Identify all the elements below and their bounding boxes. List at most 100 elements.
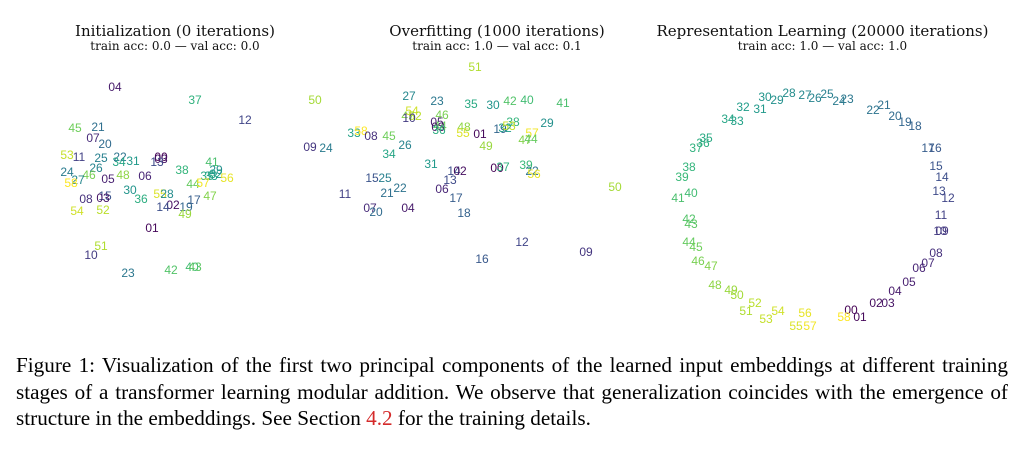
point-label-08: 08	[79, 192, 93, 206]
point-label-46: 46	[691, 254, 705, 268]
point-label-29: 29	[540, 116, 554, 130]
point-label-28: 28	[782, 86, 796, 100]
point-label-58: 58	[64, 176, 78, 190]
point-label-45: 45	[689, 240, 703, 254]
point-label-36: 36	[696, 136, 710, 150]
point-label-34: 34	[382, 147, 396, 161]
point-label-00: 00	[154, 150, 168, 164]
figure-caption: Figure 1: Visualization of the first two…	[16, 352, 1008, 432]
point-label-00: 00	[490, 161, 504, 175]
panel-subtitle: train acc: 0.0 — val acc: 0.0	[90, 39, 260, 53]
point-label-30: 30	[486, 98, 500, 112]
point-label-07: 07	[86, 131, 100, 145]
point-label-21: 21	[877, 98, 891, 112]
point-label-51: 51	[739, 304, 753, 318]
point-label-30: 30	[123, 183, 137, 197]
point-label-32: 32	[736, 100, 750, 114]
point-label-36: 36	[432, 123, 446, 137]
point-label-48: 48	[708, 278, 722, 292]
point-label-09: 09	[935, 224, 949, 238]
point-label-12: 12	[515, 235, 529, 249]
point-label-16: 16	[475, 252, 489, 266]
point-label-42: 42	[164, 263, 178, 277]
point-label-47: 47	[401, 109, 415, 123]
point-label-04: 04	[401, 201, 415, 215]
point-label-29: 29	[770, 93, 784, 107]
point-label-38: 38	[175, 163, 189, 177]
point-label-33: 33	[204, 169, 218, 183]
point-label-17: 17	[187, 193, 201, 207]
point-label-31: 31	[126, 154, 140, 168]
point-label-24: 24	[832, 94, 846, 108]
point-label-52: 52	[748, 296, 762, 310]
point-label-12: 12	[941, 191, 955, 205]
panel-title: Representation Learning (20000 iteration…	[656, 22, 989, 40]
point-label-44: 44	[524, 132, 538, 146]
point-label-20: 20	[888, 109, 902, 123]
point-label-32: 32	[209, 167, 223, 181]
point-label-55: 55	[456, 126, 470, 140]
point-label-39: 39	[519, 158, 533, 172]
point-label-22: 22	[113, 150, 127, 164]
panel-subtitle: train acc: 1.0 — val acc: 1.0	[737, 39, 908, 53]
point-label-11: 11	[339, 187, 352, 201]
point-label-13: 13	[150, 155, 164, 169]
point-label-17: 17	[449, 191, 463, 205]
point-label-55: 55	[789, 319, 803, 333]
point-label-47: 47	[518, 133, 532, 147]
point-label-06: 06	[435, 182, 449, 196]
point-label-56: 56	[527, 167, 541, 181]
point-label-22: 22	[525, 164, 539, 178]
point-label-49: 49	[479, 139, 493, 153]
point-label-15: 15	[365, 171, 379, 185]
point-label-37: 37	[689, 141, 703, 155]
point-label-35: 35	[464, 97, 478, 111]
point-label-25: 25	[94, 151, 108, 165]
point-label-39: 39	[675, 170, 689, 184]
point-label-10: 10	[84, 248, 98, 262]
point-label-05: 05	[430, 115, 444, 129]
point-label-08: 08	[929, 246, 943, 260]
point-label-10: 10	[402, 111, 416, 125]
section-reference-link[interactable]: 4.2	[366, 406, 393, 430]
point-label-54: 54	[70, 204, 84, 218]
point-label-55: 55	[153, 187, 167, 201]
point-label-58: 58	[837, 310, 851, 324]
point-label-24: 24	[60, 165, 74, 179]
point-label-28: 28	[160, 187, 174, 201]
point-label-57: 57	[196, 176, 210, 190]
point-label-41: 41	[556, 96, 570, 110]
point-label-35: 35	[200, 169, 214, 183]
point-label-36: 36	[134, 192, 148, 206]
point-label-56: 56	[798, 306, 812, 320]
point-label-57: 57	[803, 319, 817, 333]
point-label-34: 34	[112, 155, 126, 169]
point-label-18: 18	[457, 206, 471, 220]
point-label-12: 12	[238, 113, 252, 127]
point-label-27: 27	[402, 89, 416, 103]
point-label-41: 41	[671, 191, 685, 205]
point-label-09: 09	[303, 140, 317, 154]
point-label-43: 43	[188, 260, 202, 274]
point-label-17: 17	[921, 141, 935, 155]
point-label-32: 32	[498, 121, 512, 135]
point-label-02: 02	[869, 296, 883, 310]
point-label-26: 26	[398, 138, 412, 152]
point-label-42: 42	[682, 212, 696, 226]
point-label-43: 43	[684, 217, 698, 231]
point-label-45: 45	[68, 121, 82, 135]
point-label-33: 33	[347, 126, 361, 140]
point-label-19: 19	[898, 115, 912, 129]
point-label-16: 16	[928, 141, 942, 155]
panel-subtitle: train acc: 1.0 — val acc: 0.1	[412, 39, 582, 53]
point-label-03: 03	[431, 120, 445, 134]
point-label-01: 01	[145, 221, 159, 235]
point-label-53: 53	[502, 119, 516, 133]
panel-initialization: Initialization (0 iterations) train acc:…	[0, 0, 350, 340]
point-label-42: 42	[503, 94, 517, 108]
point-label-18: 18	[908, 119, 922, 133]
point-label-05: 05	[902, 275, 916, 289]
point-label-49: 49	[178, 207, 192, 221]
